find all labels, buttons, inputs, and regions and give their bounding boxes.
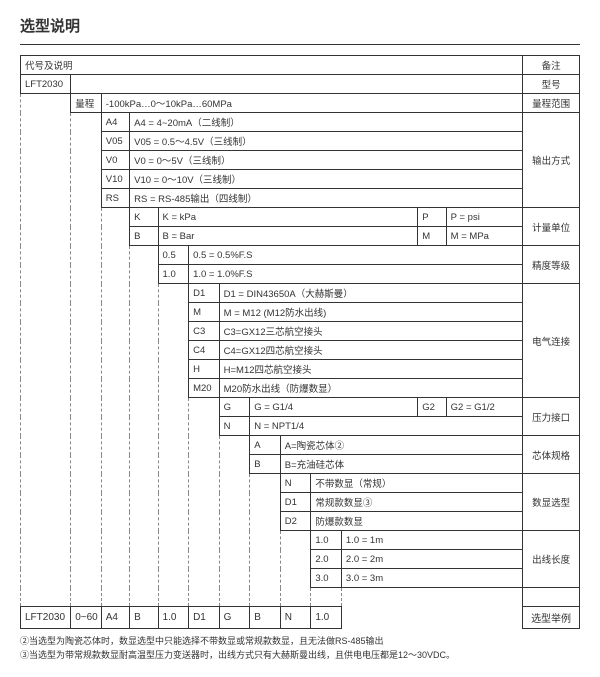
out-a4-desc: A4 = 4~20mA（二线制） [130,113,523,132]
len-label: 出线长度 [523,531,580,588]
disp-label: 数显选型 [523,474,580,531]
range-desc: -100kPa…0～10kPa…60MPa [101,94,522,113]
title-divider [20,44,580,45]
press-label: 压力接口 [523,398,580,436]
model-label: 型号 [523,75,580,94]
header-right: 备注 [523,56,580,75]
acc-label: 精度等级 [523,246,580,284]
page-title: 选型说明 [20,15,580,36]
selection-table: 代号及说明 备注 LFT2030 型号 量程-100kPa…0～10kPa…60M… [20,55,580,629]
example-row: LFT20300~60A4B1.0D1GBN1.0选型举例 [21,607,580,629]
header-row: 代号及说明 备注 [21,56,580,75]
example-label: 选型举例 [523,607,580,629]
out-a4-code: A4 [101,113,129,132]
elec-label: 电气连接 [523,284,580,398]
unit-label: 计量单位 [523,208,580,246]
out-label: 输出方式 [523,113,580,208]
range-label: 量程范围 [523,94,580,113]
header-left: 代号及说明 [21,56,523,75]
range-code: 量程 [71,94,102,113]
model-code: LFT2030 [21,75,71,94]
footnote-3: ③当选型为带常规款数显耐高温型压力变送器时，出线方式只有大赫斯曼出线，且供电电压… [20,649,580,663]
footnotes: ②当选型为陶瓷芯体时，数显选型中只能选择不带数显或常规款数显，且无法做RS-48… [20,635,580,662]
core-label: 芯体规格 [523,436,580,474]
footnote-2: ②当选型为陶瓷芯体时，数显选型中只能选择不带数显或常规款数显，且无法做RS-48… [20,635,580,649]
